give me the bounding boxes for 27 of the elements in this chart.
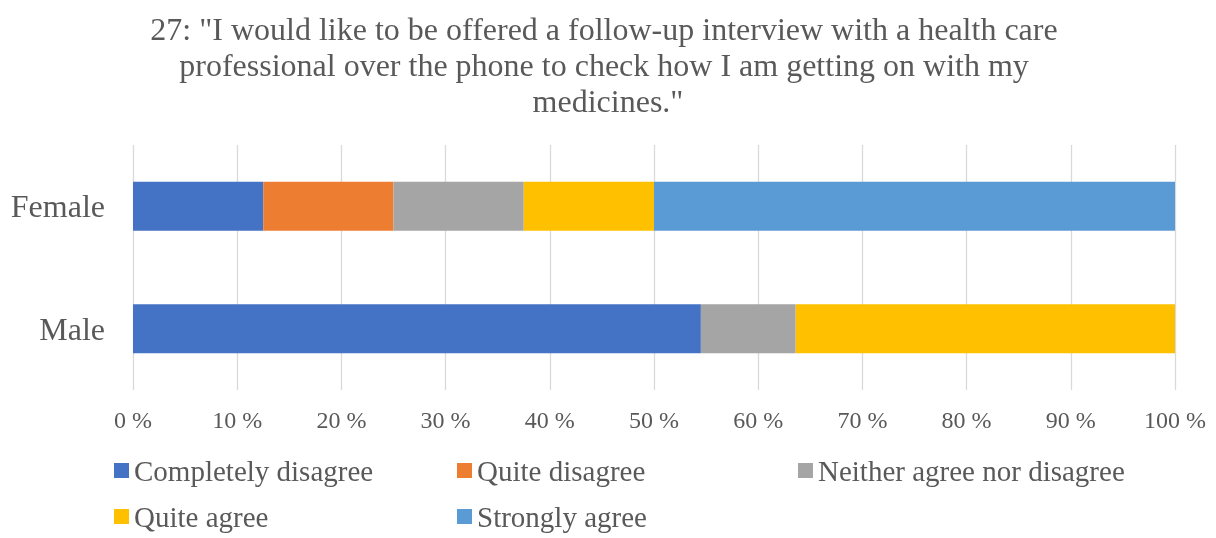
bar bbox=[795, 304, 1175, 354]
bar bbox=[654, 181, 1175, 231]
y-tick-label: Female bbox=[10, 188, 105, 225]
legend-label: Completely disagree bbox=[134, 454, 374, 487]
x-tick-label: 10 % bbox=[212, 407, 263, 433]
y-tick-label: Male bbox=[39, 310, 105, 347]
bar bbox=[523, 181, 654, 231]
x-tick-label: 40 % bbox=[524, 407, 575, 433]
legend-label: Quite agree bbox=[134, 500, 269, 533]
bar bbox=[133, 304, 701, 354]
bar bbox=[133, 181, 264, 231]
chart-title: 27: "I would like to be offered a follow-up interview with a health care professional over the phone to check how I am getting on with my medicines." bbox=[150, 11, 1066, 119]
x-tick-label: 90 % bbox=[1045, 407, 1096, 433]
bar bbox=[700, 304, 796, 354]
legend-label: Strongly agree bbox=[477, 500, 647, 533]
x-tick-label: 70 % bbox=[837, 407, 888, 433]
x-tick-label: 30 % bbox=[420, 407, 471, 433]
x-tick-label: 50 % bbox=[629, 407, 679, 433]
legend-label: Quite disagree bbox=[477, 454, 646, 487]
x-tick-label: 100 % bbox=[1144, 407, 1206, 433]
bar bbox=[393, 181, 524, 231]
x-tick-label: 20 % bbox=[316, 407, 367, 433]
x-tick-label: 0 % bbox=[114, 407, 152, 433]
bar bbox=[263, 181, 394, 231]
legend-label: Neither agree nor disagree bbox=[818, 454, 1125, 487]
x-tick-label: 60 % bbox=[733, 407, 784, 433]
x-tick-label: 80 % bbox=[941, 407, 992, 433]
